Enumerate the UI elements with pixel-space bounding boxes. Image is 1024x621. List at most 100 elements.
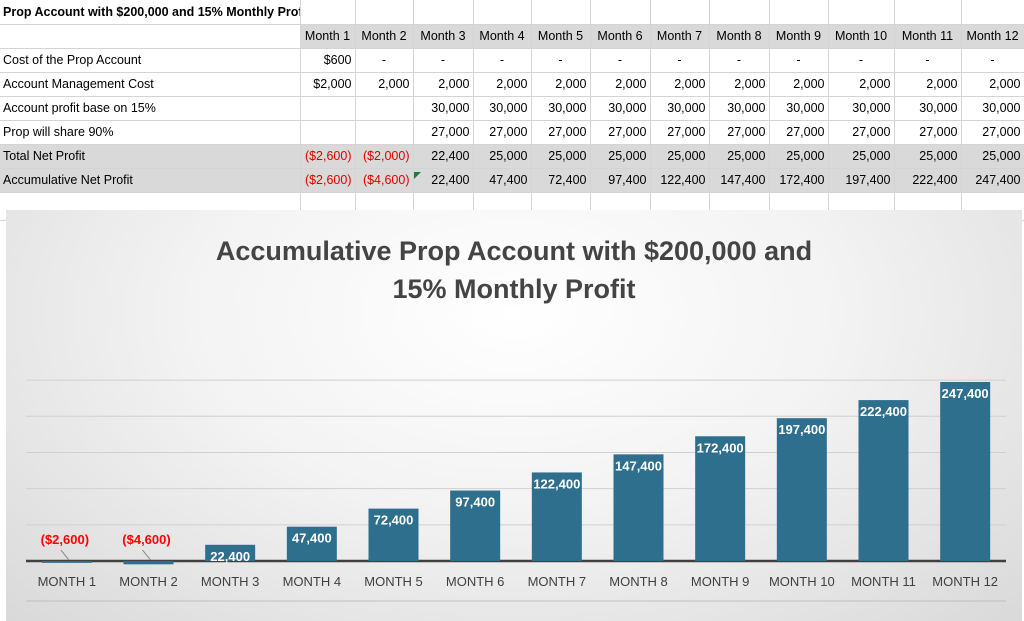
table-cell[interactable]: 25,000 (531, 144, 591, 169)
table-cell[interactable]: 30,000 (650, 96, 710, 121)
table-cell[interactable]: 25,000 (961, 144, 1024, 169)
empty-cell[interactable] (650, 0, 710, 25)
table-cell[interactable]: 27,000 (413, 120, 474, 145)
table-cell[interactable]: 27,000 (650, 120, 710, 145)
table-cell[interactable] (355, 96, 414, 121)
table-cell[interactable]: - (828, 48, 895, 73)
table-cell[interactable]: 30,000 (531, 96, 591, 121)
table-cell[interactable]: - (769, 48, 829, 73)
table-cell[interactable]: 30,000 (894, 96, 962, 121)
month-header[interactable]: Month 4 (473, 24, 532, 49)
row-label[interactable]: Cost of the Prop Account (0, 48, 301, 73)
table-cell[interactable]: 25,000 (590, 144, 651, 169)
table-cell[interactable]: 172,400 (769, 168, 829, 193)
table-cell[interactable]: 2,000 (473, 72, 532, 97)
table-cell[interactable]: 25,000 (650, 144, 710, 169)
table-cell[interactable]: 222,400 (894, 168, 962, 193)
table-cell[interactable]: 2,000 (961, 72, 1024, 97)
table-cell[interactable]: 22,400 (413, 168, 474, 193)
bar[interactable] (940, 382, 991, 561)
empty-cell[interactable] (590, 0, 651, 25)
table-cell[interactable]: ($2,600) (300, 144, 356, 169)
table-cell[interactable]: $2,000 (300, 72, 356, 97)
table-cell[interactable]: 27,000 (709, 120, 770, 145)
month-header[interactable]: Month 11 (894, 24, 962, 49)
month-header[interactable]: Month 3 (413, 24, 474, 49)
bar[interactable] (41, 561, 92, 563)
bar[interactable] (450, 490, 501, 561)
table-cell[interactable]: - (709, 48, 770, 73)
table-cell[interactable]: 72,400 (531, 168, 591, 193)
table-cell[interactable]: 247,400 (961, 168, 1024, 193)
table-cell[interactable]: 27,000 (769, 120, 829, 145)
table-cell[interactable]: 2,000 (894, 72, 962, 97)
bar[interactable] (613, 454, 664, 561)
row-label[interactable]: Total Net Profit (0, 144, 301, 169)
row-label[interactable]: Account Management Cost (0, 72, 301, 97)
month-header[interactable]: Month 5 (531, 24, 591, 49)
table-cell[interactable]: 2,000 (828, 72, 895, 97)
bar[interactable] (695, 436, 746, 561)
table-cell[interactable]: 30,000 (413, 96, 474, 121)
table-cell[interactable]: - (355, 48, 414, 73)
table-cell[interactable]: 25,000 (709, 144, 770, 169)
empty-cell[interactable] (531, 0, 591, 25)
table-cell[interactable]: 30,000 (961, 96, 1024, 121)
table-cell[interactable]: 25,000 (894, 144, 962, 169)
empty-cell[interactable] (300, 0, 356, 25)
month-header[interactable]: Month 1 (300, 24, 356, 49)
table-cell[interactable]: - (531, 48, 591, 73)
empty-cell[interactable] (894, 0, 962, 25)
table-cell[interactable]: 2,000 (531, 72, 591, 97)
bar[interactable] (286, 526, 337, 561)
table-cell[interactable]: 30,000 (590, 96, 651, 121)
row-label[interactable]: Accumulative Net Profit (0, 168, 301, 193)
row-label[interactable]: Account profit base on 15% (0, 96, 301, 121)
empty-cell[interactable] (769, 0, 829, 25)
table-cell[interactable]: 97,400 (590, 168, 651, 193)
table-cell[interactable]: 30,000 (709, 96, 770, 121)
table-cell[interactable]: 27,000 (894, 120, 962, 145)
table-cell[interactable]: 147,400 (709, 168, 770, 193)
table-cell[interactable]: - (590, 48, 651, 73)
table-cell[interactable]: $600 (300, 48, 356, 73)
table-cell[interactable]: 30,000 (769, 96, 829, 121)
table-cell[interactable]: 27,000 (828, 120, 895, 145)
table-cell[interactable]: - (961, 48, 1024, 73)
empty-cell[interactable] (709, 0, 770, 25)
empty-cell[interactable] (961, 0, 1024, 25)
bar[interactable] (858, 400, 909, 561)
table-cell[interactable]: 2,000 (355, 72, 414, 97)
table-cell[interactable]: - (650, 48, 710, 73)
table-cell[interactable] (355, 120, 414, 145)
table-cell[interactable]: - (473, 48, 532, 73)
table-cell[interactable]: 2,000 (590, 72, 651, 97)
table-cell[interactable]: 2,000 (650, 72, 710, 97)
bar[interactable] (205, 544, 256, 561)
month-header[interactable]: Month 8 (709, 24, 770, 49)
table-cell[interactable]: ($4,600) (355, 168, 414, 193)
empty-cell[interactable] (473, 0, 532, 25)
table-cell[interactable]: 30,000 (473, 96, 532, 121)
table-cell[interactable]: 27,000 (590, 120, 651, 145)
row-label[interactable]: Prop will share 90% (0, 120, 301, 145)
bar[interactable] (776, 418, 827, 561)
table-cell[interactable]: 47,400 (473, 168, 532, 193)
table-cell[interactable]: 27,000 (531, 120, 591, 145)
sheet-title[interactable]: Prop Account with $200,000 and 15% Month… (0, 0, 301, 25)
table-cell[interactable]: 27,000 (473, 120, 532, 145)
month-header[interactable]: Month 7 (650, 24, 710, 49)
table-cell[interactable]: ($2,000) (355, 144, 414, 169)
empty-cell[interactable] (828, 0, 895, 25)
table-cell[interactable]: - (413, 48, 474, 73)
table-cell[interactable] (300, 120, 356, 145)
table-cell[interactable]: 30,000 (828, 96, 895, 121)
table-cell[interactable]: 197,400 (828, 168, 895, 193)
month-header[interactable]: Month 6 (590, 24, 651, 49)
empty-cell[interactable] (413, 0, 474, 25)
table-cell[interactable]: 2,000 (769, 72, 829, 97)
table-cell[interactable]: 122,400 (650, 168, 710, 193)
bar[interactable] (368, 508, 419, 561)
table-cell[interactable]: 22,400 (413, 144, 474, 169)
month-header[interactable]: Month 12 (961, 24, 1024, 49)
